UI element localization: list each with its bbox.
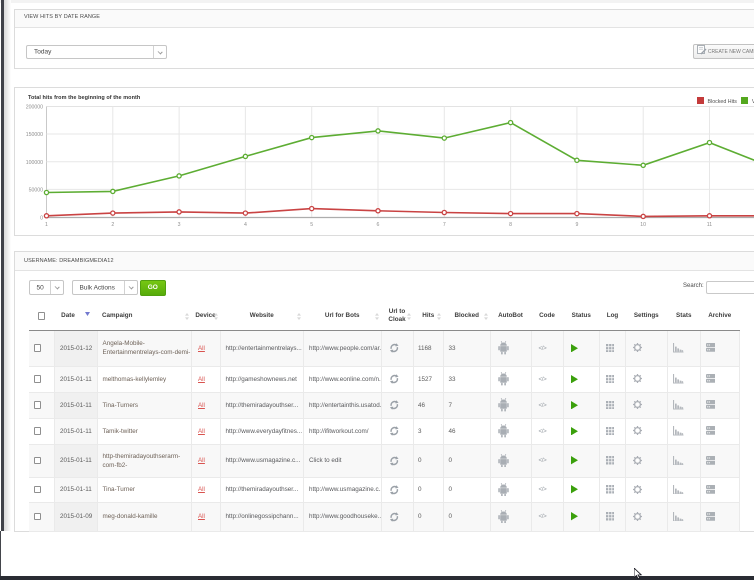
svg-text:10: 10: [640, 222, 646, 228]
svg-text:100000: 100000: [25, 160, 42, 166]
svg-text:3: 3: [177, 222, 180, 228]
svg-text:2: 2: [111, 222, 114, 228]
svg-text:1: 1: [45, 222, 48, 228]
svg-text:6: 6: [376, 222, 379, 228]
svg-text:0: 0: [40, 216, 43, 222]
svg-text:150000: 150000: [25, 132, 42, 138]
svg-text:200000: 200000: [25, 105, 42, 111]
svg-text:11: 11: [706, 222, 711, 228]
svg-text:8: 8: [509, 222, 512, 228]
svg-text:5: 5: [310, 222, 313, 228]
svg-text:50000: 50000: [28, 188, 43, 194]
svg-text:7: 7: [442, 222, 445, 228]
svg-text:9: 9: [575, 222, 578, 228]
svg-text:4: 4: [243, 222, 246, 228]
